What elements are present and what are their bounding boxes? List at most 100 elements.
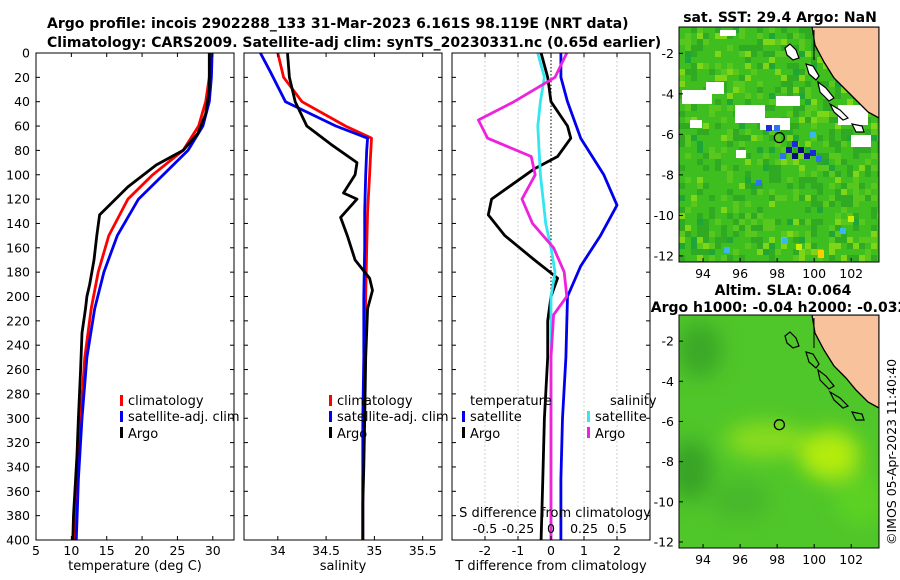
- sst-map-panel: sat. SST: 29.4 Argo: NaN 94 96 98 100 102 -2 -…: [654, 10, 880, 281]
- map-y-tick-label: -8: [662, 454, 675, 469]
- figure-title-line2: Climatology: CARS2009. Satellite-adj cli…: [47, 35, 661, 51]
- sst-cell: [853, 189, 859, 195]
- legend-label-s-argo: Argo: [595, 427, 625, 442]
- sst-cell: [721, 195, 727, 201]
- sst-cell: [853, 183, 859, 189]
- legend-label-s-satellite: satellite: [595, 410, 647, 425]
- sst-cell: [745, 129, 751, 135]
- x-tick-label: 34.5: [312, 543, 340, 558]
- series-line-satellite-adj-clim: [74, 53, 214, 540]
- sst-cell: [799, 39, 805, 45]
- sst-cell: [769, 225, 775, 231]
- sst-cell: [697, 219, 703, 225]
- sst-cell: [817, 165, 823, 171]
- sst-cell: [823, 141, 829, 147]
- sst-cell: [739, 33, 745, 39]
- sst-cell: [757, 135, 763, 141]
- sst-cold-cell: [792, 153, 798, 159]
- legend-label-climatology: climatology: [337, 394, 413, 409]
- sst-cell: [799, 249, 805, 255]
- sst-cell: [769, 237, 775, 243]
- map-y-tick-label: -2: [662, 334, 674, 349]
- sst-cell: [721, 225, 727, 231]
- sst-cell: [787, 81, 793, 87]
- sst-cell: [751, 231, 757, 237]
- sst-cell: [751, 135, 757, 141]
- sst-cell: [799, 165, 805, 171]
- sst-cell: [823, 171, 829, 177]
- depth-tick-label: 0: [22, 46, 30, 61]
- sst-cell: [865, 147, 871, 153]
- sst-cell: [829, 255, 835, 261]
- sst-cell: [679, 39, 685, 45]
- sst-cell: [853, 213, 859, 219]
- sst-cell: [679, 243, 685, 249]
- sst-cell: [823, 105, 829, 111]
- legend-swatch-argo: [120, 427, 123, 438]
- series-line-t-satellite: [559, 53, 619, 540]
- sst-map-title: sat. SST: 29.4 Argo: NaN: [683, 10, 877, 26]
- island: [828, 390, 850, 409]
- sst-cell: [847, 183, 853, 189]
- sst-cell: [739, 255, 745, 261]
- sst-cell: [679, 75, 685, 81]
- sst-cell: [841, 237, 847, 243]
- depth-tick-label: 180: [6, 265, 30, 280]
- sst-cell: [841, 195, 847, 201]
- sst-cell: [769, 219, 775, 225]
- sst-cell: [787, 87, 793, 93]
- sst-cell: [715, 123, 721, 129]
- s-tick-label: 0.5: [607, 521, 627, 536]
- series-line-climatology: [276, 53, 373, 540]
- sst-cell: [817, 57, 823, 63]
- argo-position-marker: [773, 131, 786, 144]
- sst-cell: [835, 93, 841, 99]
- sst-cell: [769, 255, 775, 261]
- sst-cell: [811, 63, 817, 69]
- sst-cell: [757, 249, 763, 255]
- sst-cell: [853, 201, 859, 207]
- sst-cold-cell: [756, 180, 762, 186]
- sst-cold-cell: [840, 228, 846, 234]
- sst-cell: [829, 183, 835, 189]
- sst-cell: [727, 99, 733, 105]
- sst-cell: [835, 177, 841, 183]
- sst-cell: [685, 153, 691, 159]
- sst-cell: [781, 39, 787, 45]
- sst-cell: [781, 243, 787, 249]
- map-x-tick-label: 94: [695, 552, 711, 567]
- sst-cell: [781, 27, 787, 33]
- sst-cell: [679, 195, 685, 201]
- difference-xlabel: T difference from climatology: [454, 559, 647, 574]
- sst-cell: [769, 33, 775, 39]
- sst-cell: [745, 183, 751, 189]
- sst-cell: [715, 243, 721, 249]
- sst-cell: [847, 255, 853, 261]
- sst-cell: [853, 243, 859, 249]
- sst-cell: [703, 63, 709, 69]
- sst-cell: [787, 183, 793, 189]
- sst-cell: [805, 207, 811, 213]
- sst-cell: [847, 171, 853, 177]
- sst-cell: [847, 165, 853, 171]
- legend-swatch-climatology: [120, 395, 123, 406]
- difference-panel: -2 -1 0 1 2 T difference from climatology S …: [451, 52, 657, 574]
- sst-cell: [745, 93, 751, 99]
- map-x-tick-label: 98: [769, 552, 785, 567]
- sst-cell: [871, 195, 877, 201]
- sst-cell: [793, 123, 799, 129]
- sst-cell: [787, 33, 793, 39]
- sst-cell: [877, 171, 879, 177]
- map-y-tick-label: -10: [654, 208, 674, 223]
- sst-cell: [799, 153, 805, 159]
- sst-cell: [697, 177, 703, 183]
- argo-position-marker: [773, 419, 786, 431]
- imos-credit: ©IMOS 05-Apr-2023 11:40:40: [884, 359, 899, 545]
- sst-cold-cell: [724, 247, 730, 253]
- sst-cell: [721, 117, 727, 123]
- depth-tick-label: 160: [6, 240, 30, 255]
- map-y-tick-label: -12: [654, 534, 674, 549]
- sst-cell: [769, 171, 775, 177]
- sst-cell: [769, 129, 775, 135]
